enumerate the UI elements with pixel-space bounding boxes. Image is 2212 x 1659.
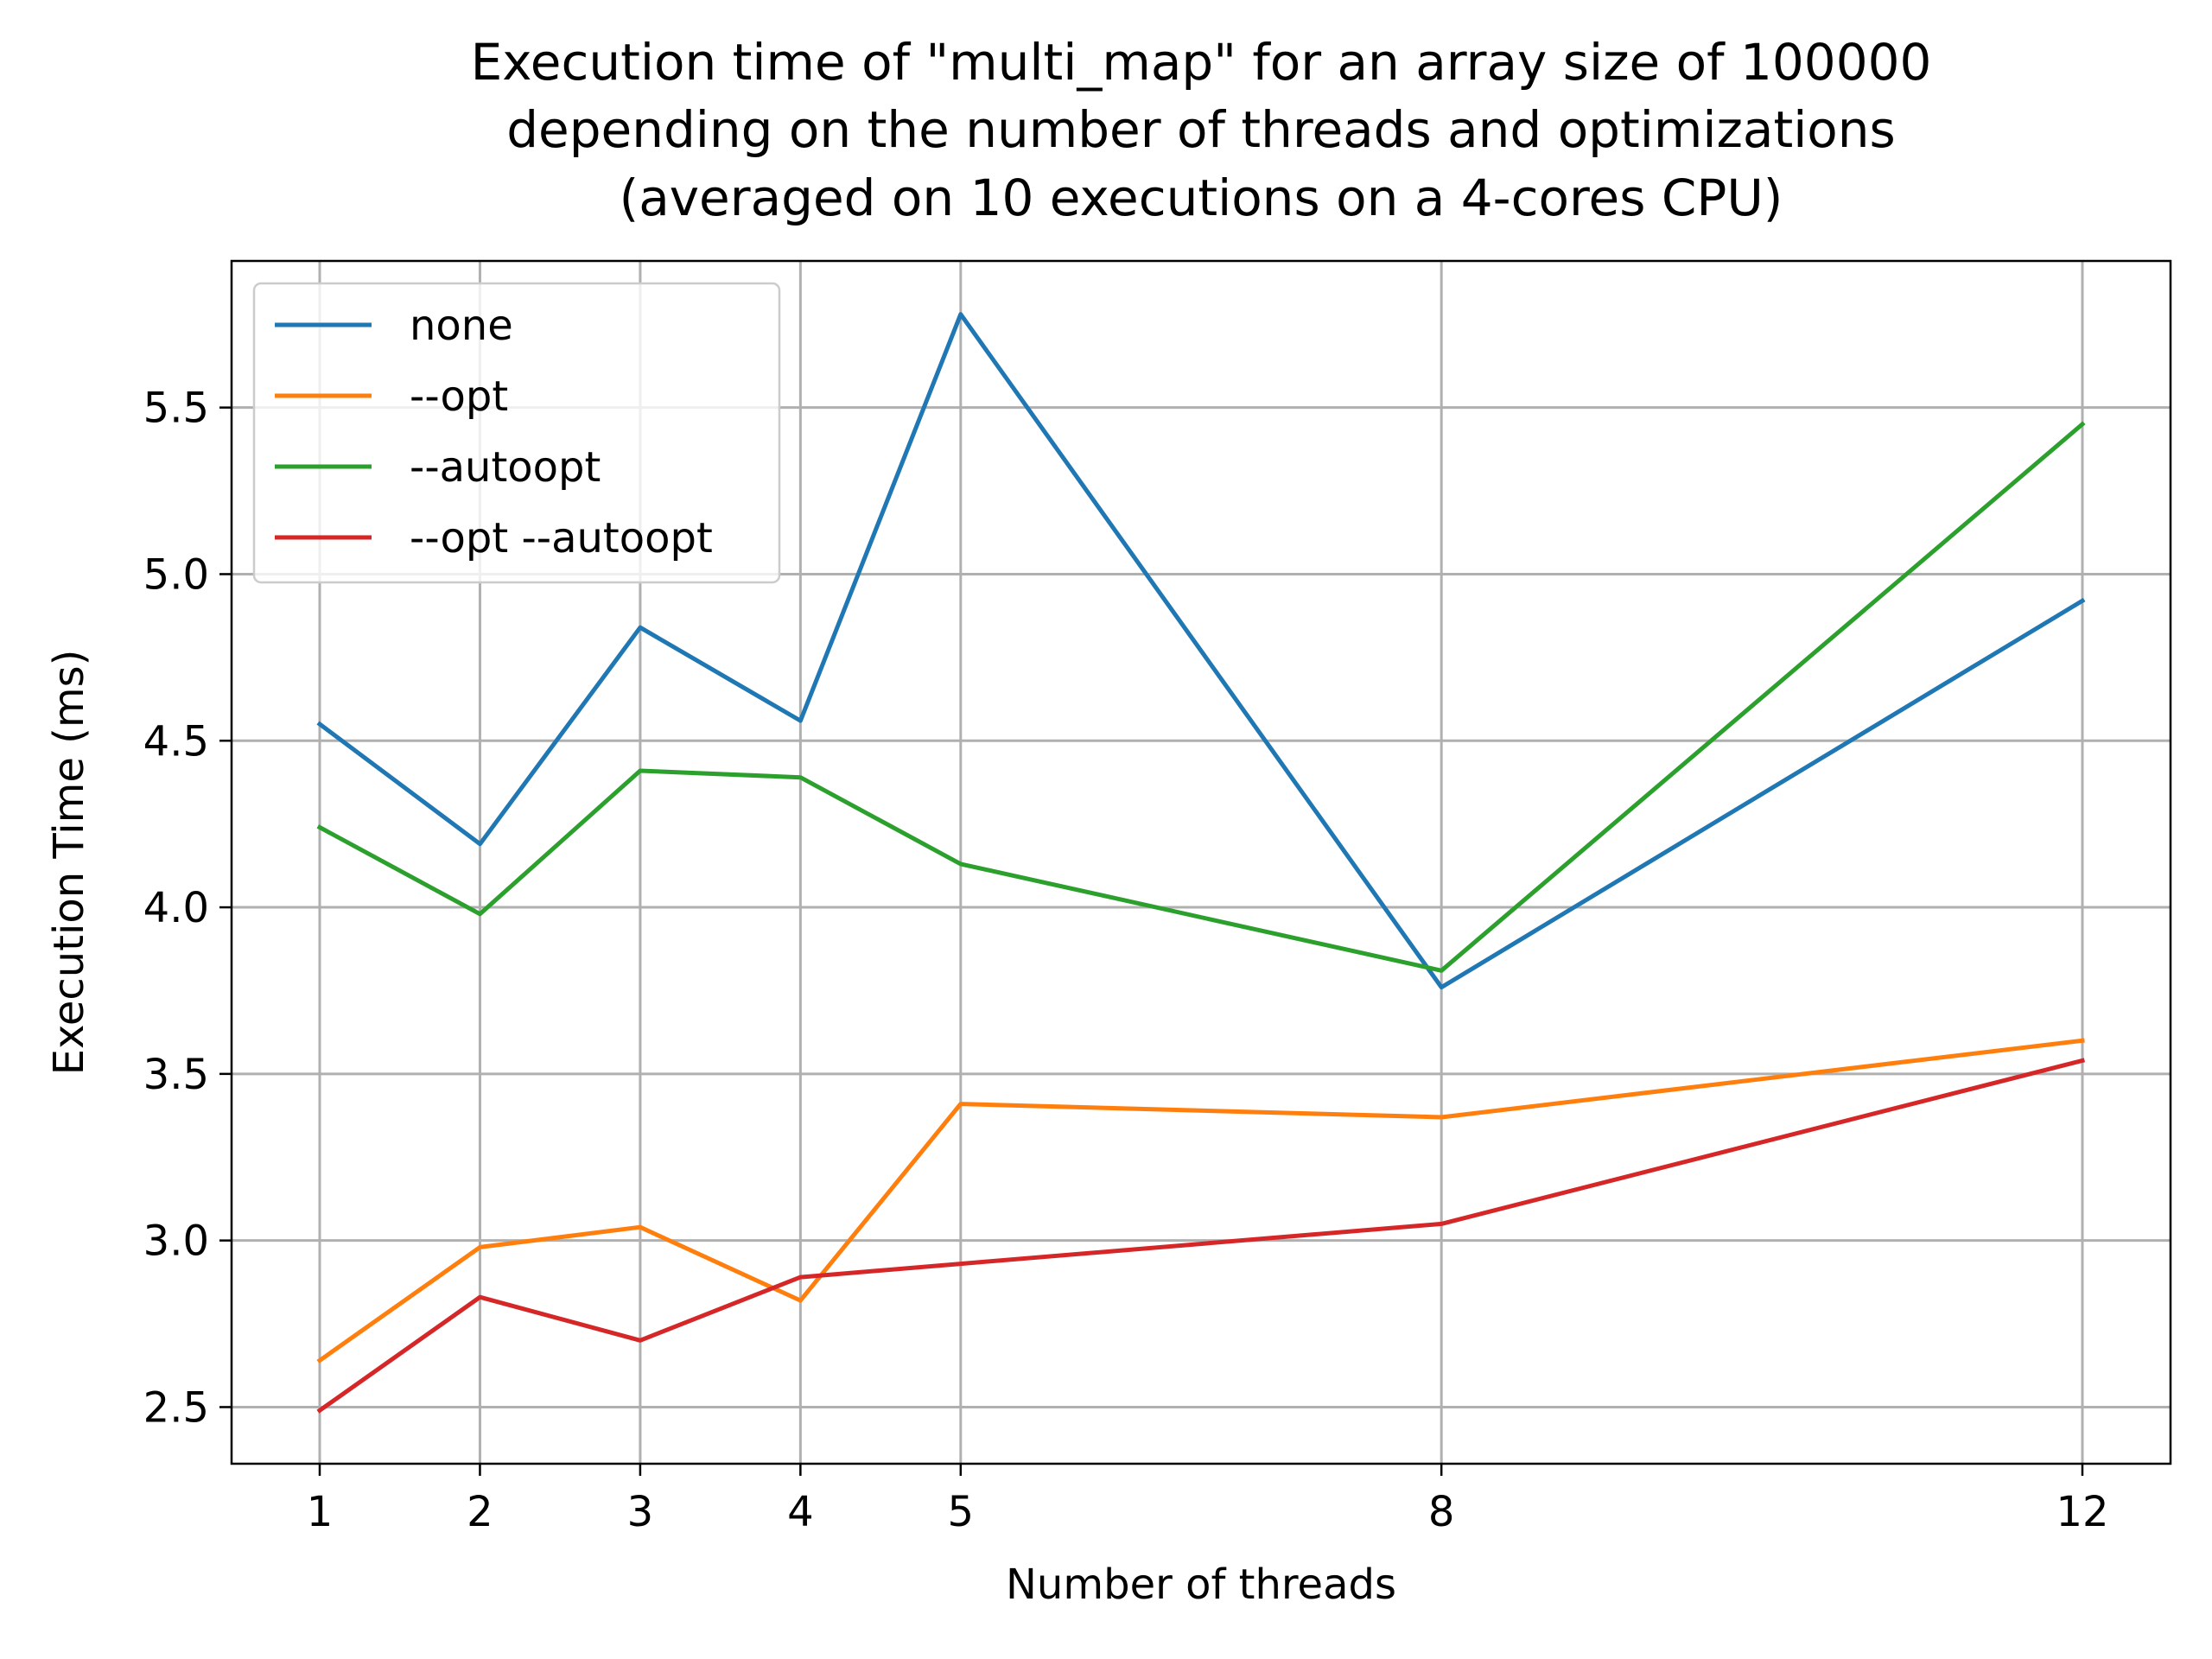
legend-box <box>252 282 781 584</box>
x-tick-label: 5 <box>948 1488 975 1536</box>
y-axis-label: Execution Time (ms) <box>45 650 93 1076</box>
chart-title-line: (averaged on 10 executions on a 4-cores … <box>620 168 1783 227</box>
series-line-1 <box>316 1038 2085 1363</box>
x-tick-label: 2 <box>467 1488 493 1536</box>
y-tick-label: 3.0 <box>143 1217 209 1266</box>
series-line-2 <box>316 421 2086 973</box>
legend-label: none <box>410 302 513 350</box>
legend-label: --opt <box>410 372 508 421</box>
legend-label: --autoopt <box>410 443 601 492</box>
x-axis-label: Number of threads <box>1006 1560 1396 1609</box>
x-tick-label: 4 <box>787 1488 814 1536</box>
series-line-3 <box>316 1058 2086 1414</box>
chart-title-line: depending on the number of threads and o… <box>506 100 1896 159</box>
chart-legend: none --opt --autoopt --opt --autoopt <box>252 282 781 584</box>
x-tick-label: 8 <box>1428 1488 1455 1536</box>
legend-label: --opt --autoopt <box>410 514 713 563</box>
x-tick-label: 1 <box>307 1488 334 1536</box>
chart-title-line: Execution time of "multi_map" for an arr… <box>471 33 1932 92</box>
x-axis: 1 2 3 4 5 8 12 <box>307 1464 2109 1536</box>
y-tick-label: 5.5 <box>143 385 209 433</box>
chart-series <box>316 312 2086 1414</box>
x-tick-label: 12 <box>2056 1488 2108 1536</box>
plot-area-frame <box>230 259 2172 1465</box>
y-tick-label: 4.5 <box>143 717 209 766</box>
y-tick-label: 3.5 <box>143 1051 209 1099</box>
y-tick-label: 2.5 <box>143 1383 209 1432</box>
series-line-0 <box>316 312 2086 990</box>
y-tick-label: 4.0 <box>143 884 209 932</box>
x-tick-label: 3 <box>627 1488 654 1536</box>
y-tick-label: 5.0 <box>143 550 209 599</box>
y-axis: 2.5 3.0 3.5 4.0 4.5 5.0 5.5 <box>143 385 232 1432</box>
chart-title: Execution time of "multi_map" for an arr… <box>471 33 1932 227</box>
